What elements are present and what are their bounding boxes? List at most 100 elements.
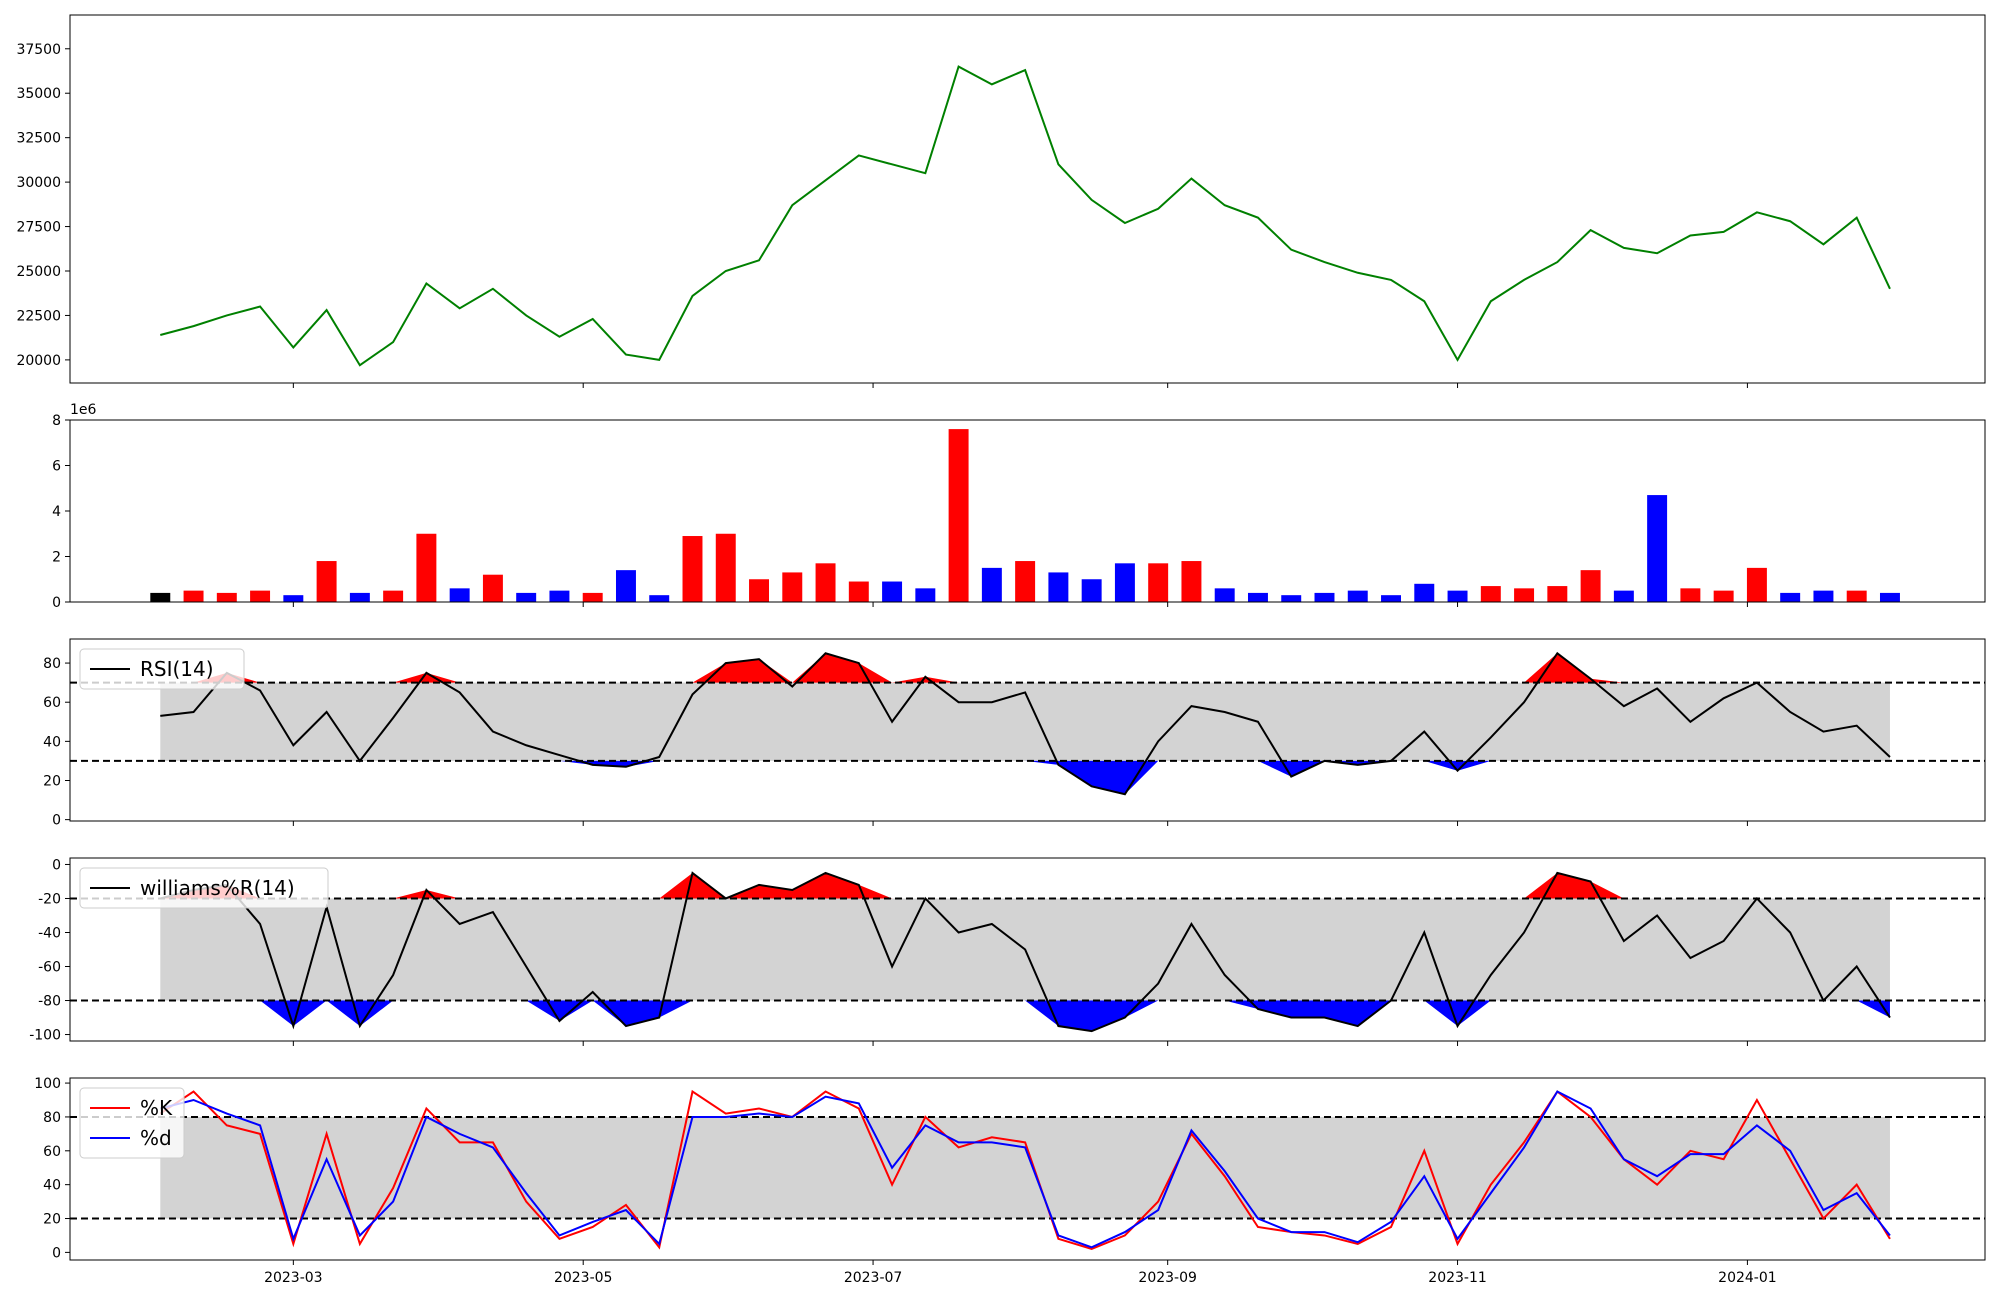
y-tick-label: 35000 bbox=[16, 86, 61, 102]
volume-bar bbox=[848, 581, 869, 602]
overbought-fill bbox=[160, 872, 1890, 899]
y-tick-label: 0 bbox=[52, 813, 61, 829]
volume-bar bbox=[449, 588, 470, 602]
volume-bar bbox=[1680, 588, 1701, 602]
y-tick-label: -20 bbox=[38, 891, 61, 907]
series-line bbox=[160, 65, 1891, 367]
volume-bar bbox=[349, 592, 370, 602]
y-tick-label: 25000 bbox=[16, 264, 61, 280]
volume-bar bbox=[715, 533, 736, 602]
y-tick-label: 20000 bbox=[16, 353, 61, 369]
overbought-fill bbox=[160, 653, 1890, 683]
volume-bar bbox=[1148, 563, 1169, 602]
volume-bar bbox=[482, 574, 503, 602]
axes-frame bbox=[69, 14, 1986, 384]
volume-bar bbox=[1347, 590, 1368, 602]
volume-bar bbox=[882, 581, 903, 602]
legend-label: RSI(14) bbox=[140, 657, 214, 681]
x-tick-label: 2023-11 bbox=[1428, 1270, 1487, 1286]
y-offset-label: 1e6 bbox=[70, 402, 97, 418]
volume-bar bbox=[516, 592, 537, 602]
volume-bar bbox=[1647, 495, 1668, 602]
legend-label: %d bbox=[140, 1126, 172, 1150]
oversold-fill bbox=[160, 760, 1890, 795]
axes-frame bbox=[69, 857, 1986, 1042]
volume-bar bbox=[1480, 586, 1501, 602]
x-tick-label: 2023-05 bbox=[554, 1270, 613, 1286]
y-tick-label: 6 bbox=[52, 459, 61, 475]
y-tick-label: 20 bbox=[43, 773, 61, 789]
x-tick-label: 2024-01 bbox=[1718, 1270, 1777, 1286]
axes-frame bbox=[69, 1077, 1986, 1261]
volume-bar bbox=[815, 563, 836, 602]
y-tick-label: 8 bbox=[52, 413, 61, 429]
volume-bar bbox=[150, 592, 171, 602]
volume-bar bbox=[1514, 588, 1535, 602]
volume-bar bbox=[1813, 590, 1834, 602]
volume-bar bbox=[1281, 595, 1302, 602]
y-tick-label: 40 bbox=[43, 1178, 61, 1194]
volume-bar bbox=[615, 570, 636, 602]
volume-bar bbox=[316, 561, 337, 602]
volume-bar bbox=[782, 572, 803, 602]
volume-bar bbox=[749, 579, 769, 602]
y-tick-label: -40 bbox=[38, 925, 61, 941]
y-tick-label: 22500 bbox=[16, 308, 61, 324]
volume-bar bbox=[250, 590, 271, 602]
oversold-fill bbox=[160, 1000, 1890, 1032]
series-line bbox=[160, 1090, 1891, 1249]
y-tick-label: -80 bbox=[38, 994, 61, 1010]
volume-bar bbox=[383, 590, 404, 602]
panel: 0 20 40 60 80 RSI(14) bbox=[43, 638, 1986, 829]
y-tick-label: 0 bbox=[52, 595, 61, 611]
volume-bar bbox=[1247, 592, 1268, 602]
volume-bar bbox=[1414, 583, 1435, 602]
volume-bar bbox=[1081, 579, 1102, 602]
neutral-band bbox=[160, 1116, 1890, 1219]
volume-bar bbox=[1746, 567, 1767, 602]
series-line bbox=[160, 651, 1891, 796]
y-tick-label: 80 bbox=[43, 1110, 61, 1126]
y-tick-label: 20 bbox=[43, 1212, 61, 1228]
volume-bar bbox=[582, 592, 603, 602]
volume-bar bbox=[1613, 590, 1634, 602]
volume-bar bbox=[1314, 592, 1335, 602]
y-tick-label: -60 bbox=[38, 960, 61, 976]
volume-bar bbox=[1114, 563, 1135, 602]
y-tick-label: 0 bbox=[52, 1245, 61, 1261]
volume-bar bbox=[948, 429, 969, 602]
y-tick-label: 4 bbox=[52, 504, 61, 520]
volume-bar bbox=[216, 592, 237, 602]
legend-box bbox=[79, 867, 329, 909]
volume-bar bbox=[1048, 572, 1069, 602]
volume-bar bbox=[981, 567, 1002, 602]
y-tick-label: 2 bbox=[52, 550, 61, 566]
volume-bar bbox=[1846, 590, 1867, 602]
series-line bbox=[160, 871, 1891, 1033]
volume-bar bbox=[549, 590, 570, 602]
volume-bar bbox=[682, 536, 703, 602]
y-tick-label: 100 bbox=[34, 1076, 61, 1092]
volume-bar bbox=[649, 595, 670, 602]
legend-label: williams%R(14) bbox=[140, 876, 295, 900]
x-tick-label: 2023-07 bbox=[844, 1270, 903, 1286]
y-tick-label: 60 bbox=[43, 1144, 61, 1160]
volume-bar bbox=[283, 595, 304, 602]
axes-frame bbox=[69, 419, 1986, 603]
axes-frame bbox=[69, 638, 1986, 822]
legend-box bbox=[79, 648, 245, 690]
x-tick-label: 2023-09 bbox=[1138, 1270, 1197, 1286]
volume-bar bbox=[1780, 592, 1801, 602]
volume-bar bbox=[183, 590, 204, 602]
panel: 0 20 40 60 80 100 2023-03 2023-05 2023-07 2023-09… bbox=[34, 1076, 1986, 1286]
volume-bar bbox=[1381, 595, 1401, 602]
volume-bar bbox=[1214, 588, 1235, 602]
panel: -100 -80 -60 -40 -20 0 williams%R(14) bbox=[29, 857, 1986, 1046]
y-tick-label: 37500 bbox=[16, 42, 61, 58]
legend-box bbox=[79, 1087, 185, 1159]
volume-bar bbox=[1713, 590, 1734, 602]
y-tick-label: 0 bbox=[52, 857, 61, 873]
neutral-band bbox=[160, 682, 1890, 761]
panel: 0 2 4 6 8 1e6 bbox=[52, 402, 1986, 611]
